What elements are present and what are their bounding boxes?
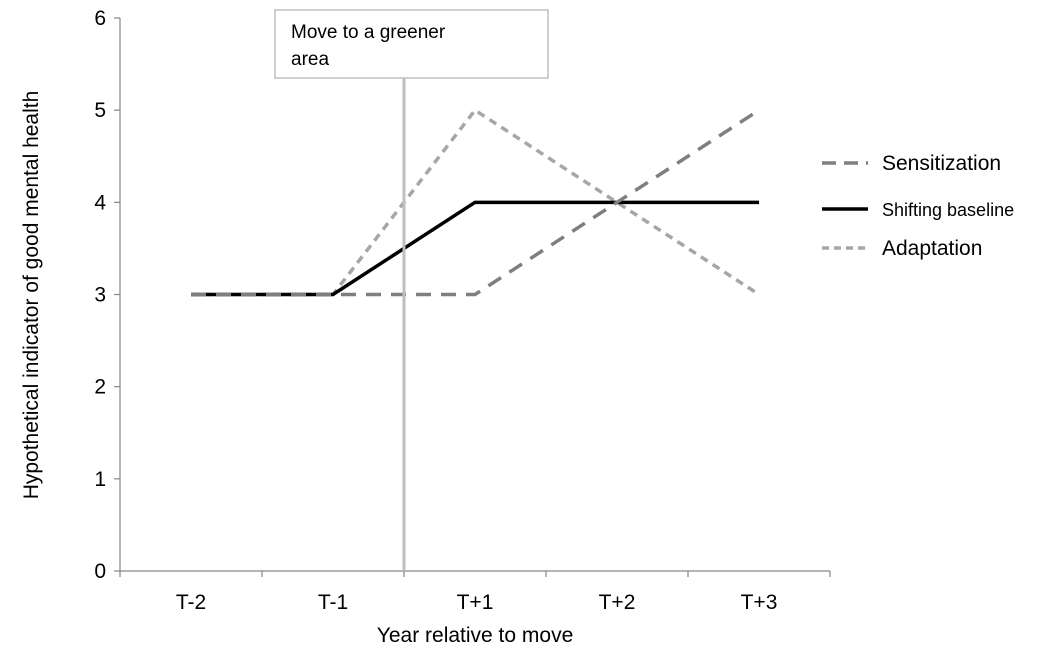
y-tick-label: 5	[94, 99, 106, 122]
annotation-text: Move to a greener	[291, 22, 446, 43]
y-tick-label: 2	[94, 376, 106, 399]
y-axis-title: Hypothetical indicator of good mental he…	[20, 91, 43, 500]
x-tick-label: T+2	[599, 591, 636, 614]
annotation-text: area	[291, 49, 329, 70]
x-tick-label: T-2	[176, 591, 206, 614]
x-tick-label: T+1	[457, 591, 494, 614]
y-tick-label: 0	[94, 560, 106, 583]
annotation-layer: Move to a greener area	[274, 9, 549, 571]
annotation-box	[274, 9, 549, 79]
series-line-shifting-baseline	[191, 200, 759, 297]
y-tick-label: 1	[94, 468, 106, 491]
legend: Sensitization Shifting baseline Adaptation	[822, 152, 1014, 260]
y-tick-label: 6	[94, 7, 106, 30]
series-layer	[191, 107, 760, 297]
x-axis-title: Year relative to move	[377, 624, 574, 647]
x-tick-label: T-1	[318, 591, 348, 614]
legend-label: Shifting baseline	[882, 200, 1014, 220]
y-tick-label: 4	[94, 191, 106, 214]
y-tick-label: 3	[94, 284, 106, 307]
legend-label: Sensitization	[882, 152, 1001, 175]
legend-label: Adaptation	[882, 237, 982, 260]
x-tick-label: T+3	[741, 591, 778, 614]
axes: 0 1 2 3 4 5 6 T-2 T-1 T+1 T+2 T+3	[94, 7, 831, 614]
series-line-sensitization	[191, 108, 760, 297]
